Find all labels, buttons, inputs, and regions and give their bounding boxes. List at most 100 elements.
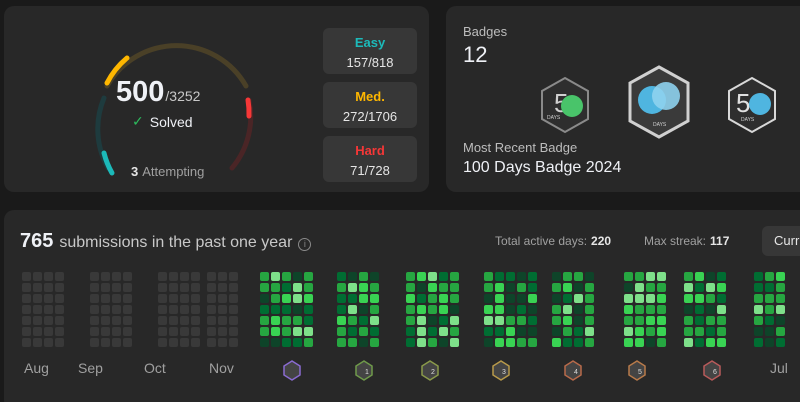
heatmap-day-cell[interactable]: [635, 305, 644, 314]
heatmap-day-cell[interactable]: [158, 283, 167, 292]
heatmap-day-cell[interactable]: [229, 283, 238, 292]
heatmap-day-cell[interactable]: [706, 272, 715, 281]
heatmap-day-cell[interactable]: [439, 327, 448, 336]
heatmap-day-cell[interactable]: [22, 305, 31, 314]
heatmap-day-cell[interactable]: [585, 305, 594, 314]
heatmap-day-cell[interactable]: [229, 272, 238, 281]
heatmap-day-cell[interactable]: [428, 327, 437, 336]
heatmap-day-cell[interactable]: [271, 272, 280, 281]
heatmap-day-cell[interactable]: [776, 327, 785, 336]
heatmap-day-cell[interactable]: [337, 338, 346, 347]
heatmap-day-cell[interactable]: [180, 338, 189, 347]
heatmap-day-cell[interactable]: [22, 316, 31, 325]
heatmap-day-cell[interactable]: [90, 316, 99, 325]
50-days-badge-icon[interactable]: 5 DAYS: [539, 76, 591, 134]
heatmap-day-cell[interactable]: [624, 338, 633, 347]
heatmap-day-cell[interactable]: [123, 272, 132, 281]
heatmap-day-cell[interactable]: [450, 338, 459, 347]
heatmap-day-cell[interactable]: [260, 327, 269, 336]
heatmap-day-cell[interactable]: [293, 316, 302, 325]
heatmap-day-cell[interactable]: [624, 283, 633, 292]
heatmap-day-cell[interactable]: [304, 327, 313, 336]
heatmap-day-cell[interactable]: [528, 316, 537, 325]
heatmap-day-cell[interactable]: [282, 294, 291, 303]
heatmap-day-cell[interactable]: [191, 305, 200, 314]
heatmap-day-cell[interactable]: [271, 316, 280, 325]
heatmap-day-cell[interactable]: [765, 305, 774, 314]
heatmap-day-cell[interactable]: [158, 316, 167, 325]
heatmap-day-cell[interactable]: [585, 272, 594, 281]
heatmap-day-cell[interactable]: [22, 272, 31, 281]
heatmap-day-cell[interactable]: [506, 283, 515, 292]
heatmap-day-cell[interactable]: [112, 327, 121, 336]
heatmap-day-cell[interactable]: [439, 272, 448, 281]
50-days-badge-2024-icon[interactable]: 5 DAYS: [726, 76, 778, 134]
heatmap-day-cell[interactable]: [717, 272, 726, 281]
heatmap-day-cell[interactable]: [450, 316, 459, 325]
heatmap-day-cell[interactable]: [207, 305, 216, 314]
heatmap-day-cell[interactable]: [765, 338, 774, 347]
heatmap-day-cell[interactable]: [90, 338, 99, 347]
heatmap-day-cell[interactable]: [180, 316, 189, 325]
heatmap-day-cell[interactable]: [218, 327, 227, 336]
heatmap-day-cell[interactable]: [22, 294, 31, 303]
heatmap-day-cell[interactable]: [293, 283, 302, 292]
heatmap-day-cell[interactable]: [706, 305, 715, 314]
heatmap-day-cell[interactable]: [348, 316, 357, 325]
heatmap-day-cell[interactable]: [695, 283, 704, 292]
heatmap-day-cell[interactable]: [754, 305, 763, 314]
heatmap-day-cell[interactable]: [180, 272, 189, 281]
100-days-badge-icon[interactable]: DAYS: [626, 64, 692, 140]
heatmap-day-cell[interactable]: [348, 272, 357, 281]
heatmap-day-cell[interactable]: [450, 305, 459, 314]
heatmap-day-cell[interactable]: [337, 283, 346, 292]
heatmap-day-cell[interactable]: [229, 294, 238, 303]
heatmap-day-cell[interactable]: [563, 327, 572, 336]
monthly-badge-icon[interactable]: 4: [564, 360, 582, 381]
heatmap-day-cell[interactable]: [717, 294, 726, 303]
heatmap-day-cell[interactable]: [123, 316, 132, 325]
heatmap-day-cell[interactable]: [55, 316, 64, 325]
heatmap-day-cell[interactable]: [563, 294, 572, 303]
heatmap-day-cell[interactable]: [563, 283, 572, 292]
heatmap-day-cell[interactable]: [754, 338, 763, 347]
heatmap-day-cell[interactable]: [33, 338, 42, 347]
heatmap-day-cell[interactable]: [112, 283, 121, 292]
heatmap-day-cell[interactable]: [506, 316, 515, 325]
heatmap-day-cell[interactable]: [552, 305, 561, 314]
heatmap-day-cell[interactable]: [754, 316, 763, 325]
heatmap-day-cell[interactable]: [776, 283, 785, 292]
heatmap-day-cell[interactable]: [657, 305, 666, 314]
heatmap-day-cell[interactable]: [359, 338, 368, 347]
heatmap-day-cell[interactable]: [180, 327, 189, 336]
heatmap-day-cell[interactable]: [370, 338, 379, 347]
heatmap-day-cell[interactable]: [776, 305, 785, 314]
heatmap-day-cell[interactable]: [574, 327, 583, 336]
heatmap-day-cell[interactable]: [112, 294, 121, 303]
heatmap-day-cell[interactable]: [260, 272, 269, 281]
heatmap-day-cell[interactable]: [191, 294, 200, 303]
heatmap-day-cell[interactable]: [229, 338, 238, 347]
heatmap-day-cell[interactable]: [55, 272, 64, 281]
heatmap-day-cell[interactable]: [229, 327, 238, 336]
heatmap-day-cell[interactable]: [657, 272, 666, 281]
heatmap-day-cell[interactable]: [506, 327, 515, 336]
monthly-badge-icon[interactable]: 3: [492, 360, 510, 381]
heatmap-day-cell[interactable]: [158, 272, 167, 281]
heatmap-day-cell[interactable]: [517, 316, 526, 325]
heatmap-day-cell[interactable]: [574, 283, 583, 292]
heatmap-day-cell[interactable]: [271, 305, 280, 314]
heatmap-day-cell[interactable]: [684, 272, 693, 281]
heatmap-day-cell[interactable]: [495, 272, 504, 281]
heatmap-day-cell[interactable]: [754, 294, 763, 303]
heatmap-day-cell[interactable]: [359, 327, 368, 336]
heatmap-day-cell[interactable]: [348, 294, 357, 303]
heatmap-day-cell[interactable]: [207, 272, 216, 281]
heatmap-day-cell[interactable]: [22, 283, 31, 292]
heatmap-day-cell[interactable]: [706, 338, 715, 347]
heatmap-day-cell[interactable]: [754, 327, 763, 336]
heatmap-day-cell[interactable]: [765, 283, 774, 292]
heatmap-day-cell[interactable]: [495, 283, 504, 292]
heatmap-day-cell[interactable]: [552, 316, 561, 325]
heatmap-day-cell[interactable]: [180, 283, 189, 292]
